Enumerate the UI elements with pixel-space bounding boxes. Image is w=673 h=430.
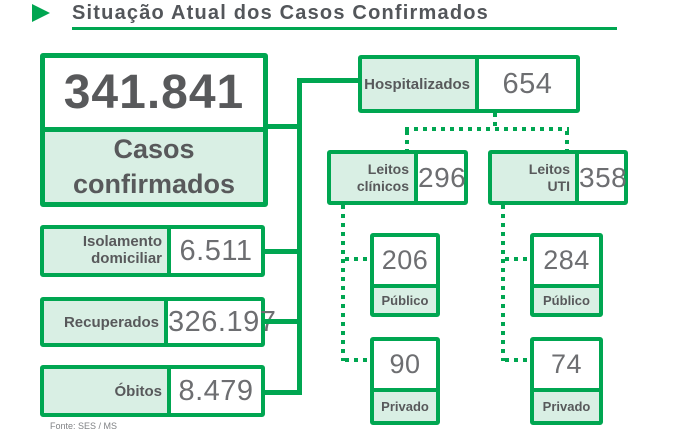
deaths-box: Óbitos 8.479 (40, 365, 265, 417)
connector-hospitalized-line (297, 78, 358, 83)
isolation-value: 6.511 (179, 234, 253, 267)
icu-beds-label: Leitos UTI (492, 154, 579, 201)
clinical-public-box: 206 Público (370, 233, 440, 317)
dotted-connector-icu-stub (565, 131, 569, 150)
deaths-label: Óbitos (44, 369, 171, 413)
confirmed-cases-box: 341.841 Casos confirmados (40, 53, 268, 207)
clinical-public-label: Público (374, 284, 436, 313)
connector-recovered-line (265, 319, 302, 324)
clinical-beds-label: Leitos clínicos (331, 154, 418, 201)
deaths-value: 8.479 (178, 374, 254, 407)
icu-public-value: 284 (543, 245, 590, 275)
clinical-private-box: 90 Privado (370, 337, 440, 425)
title-underline (72, 27, 617, 30)
clinical-beds-value: 296 (418, 161, 467, 193)
dotted-connector-clinical-branch (341, 205, 345, 361)
connector-deaths-line (265, 390, 302, 395)
confirmed-cases-label: Casos confirmados (45, 126, 263, 202)
source-note: Fonte: SES / MS (50, 421, 118, 430)
icu-private-label: Privado (534, 388, 599, 421)
hospitalized-value: 654 (502, 67, 553, 100)
page-title: Situação Atual dos Casos Confirmados (72, 2, 489, 24)
isolation-box: Isolamento domiciliar 6.511 (40, 225, 265, 277)
clinical-private-label: Privado (374, 388, 436, 421)
dotted-connector-icu-public (505, 257, 530, 261)
dotted-connector-clinical-private (345, 358, 370, 362)
hospitalized-label: Hospitalizados (362, 59, 479, 109)
dotted-connector-hospitalized-stub (493, 113, 497, 131)
confirmed-cases-value: 341.841 (63, 65, 245, 119)
icu-private-value: 74 (550, 349, 583, 379)
isolation-label: Isolamento domiciliar (44, 229, 171, 273)
clinical-private-value: 90 (389, 349, 421, 379)
icu-beds-box: Leitos UTI 358 (488, 150, 628, 205)
connector-isolation-line (265, 249, 302, 254)
recovered-value: 326.197 (168, 305, 277, 338)
dotted-connector-beds-branch (405, 127, 569, 131)
recovered-label: Recuperados (44, 301, 168, 343)
hospitalized-box: Hospitalizados 654 (358, 55, 580, 113)
icu-beds-value: 358 (579, 161, 628, 193)
dotted-connector-clinical-stub (405, 131, 409, 150)
dotted-connector-icu-branch (501, 205, 505, 361)
connector-trunk-line (297, 78, 302, 395)
dotted-connector-clinical-public (345, 257, 370, 261)
bullet-triangle-icon (32, 4, 50, 22)
recovered-box: Recuperados 326.197 (40, 297, 276, 347)
clinical-public-value: 206 (381, 245, 429, 275)
icu-public-box: 284 Público (530, 233, 603, 317)
connector-confirmed-line (268, 124, 302, 129)
icu-public-label: Público (534, 284, 599, 313)
icu-private-box: 74 Privado (530, 337, 603, 425)
clinical-beds-box: Leitos clínicos 296 (327, 150, 468, 205)
dotted-connector-icu-private (505, 358, 530, 362)
